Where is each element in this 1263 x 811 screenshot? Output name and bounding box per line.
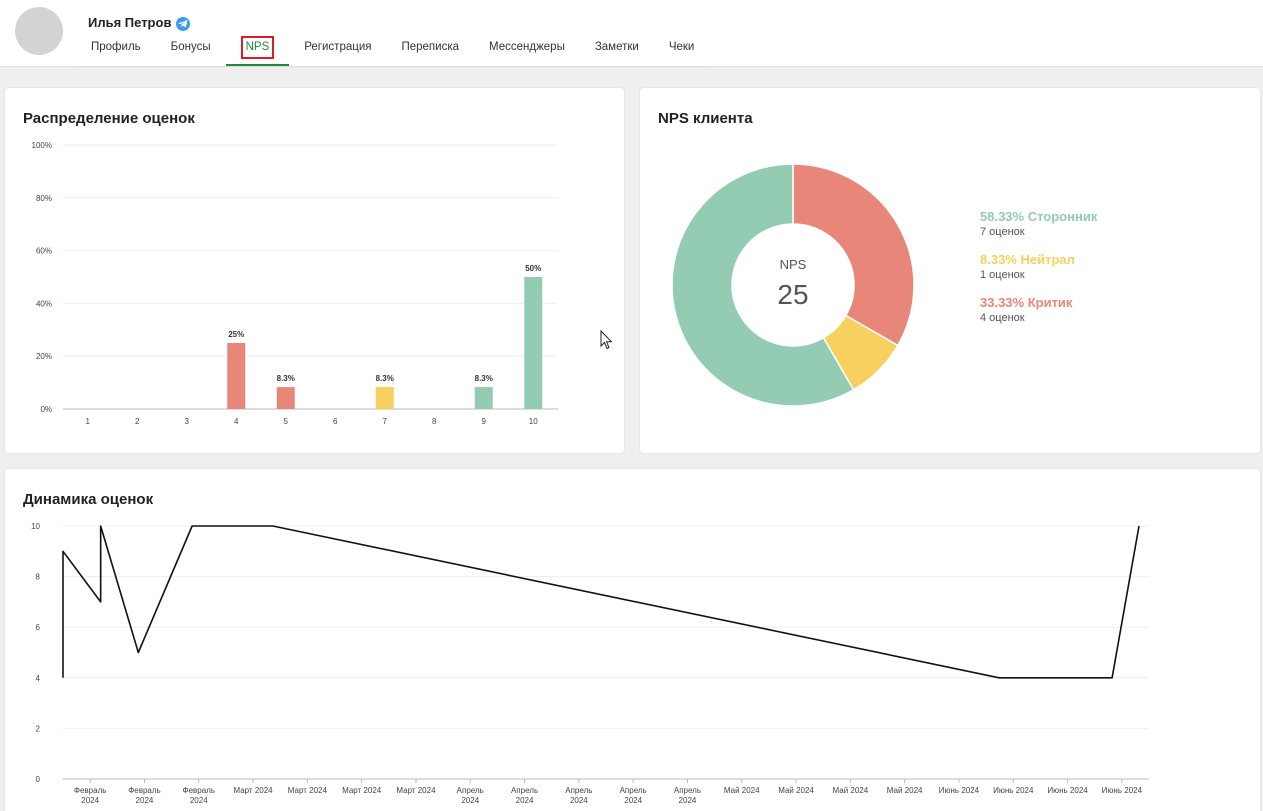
bar-y-tick-label: 40% [36, 299, 52, 308]
line-y-tick-label: 8 [36, 573, 41, 582]
donut-slice-Сторонник [671, 163, 855, 407]
dynamics-card: Динамика оценок 0 2 4 6 8 10 Февраль 2024 Феврал… [4, 468, 1261, 811]
line-x-tick-label: Май 2024 [887, 786, 923, 795]
line-y-tick-label: 6 [36, 623, 41, 632]
line-x-tick-label: Апрель 2024 [457, 786, 484, 805]
user-name: Илья Петров [88, 15, 172, 30]
distribution-title: Распределение оценок [23, 110, 195, 127]
avatar [15, 7, 63, 55]
line-x-tick-label: Май 2024 [832, 786, 868, 795]
bar-x-tick-label: 6 [333, 417, 338, 426]
bar-x-tick-label: 5 [284, 417, 289, 426]
legend-neutral: 8.33% Нейтрал 1 оценок [980, 252, 1097, 281]
tab-profile[interactable]: Профиль [91, 41, 141, 53]
bar-x-tick-label: 9 [482, 417, 487, 426]
bar-x-tick-label: 4 [234, 417, 239, 426]
line-x-tick-label: Июнь 2024 [939, 786, 980, 795]
bar-data-label: 50% [525, 264, 541, 273]
mouse-cursor-icon [600, 330, 613, 350]
bar-data-label: 8.3% [376, 374, 394, 383]
bar-x-tick-label: 3 [185, 417, 190, 426]
distribution-bar-chart: 0% 20% 40% 60% 80% 100% 1 2 3 4 25% 5 8.3% 6 7 8.3% 8 9 8.… [32, 141, 558, 426]
tab-notes[interactable]: Заметки [594, 41, 639, 53]
bar-data-label: 8.3% [475, 374, 493, 383]
line-x-tick-label: Март 2024 [396, 786, 436, 795]
nps-center-label: NPS [780, 257, 807, 272]
bar-score-4 [227, 343, 246, 409]
bar-score-7 [375, 387, 394, 409]
bar-y-tick-label: 100% [32, 141, 52, 150]
bar-x-tick-label: 7 [383, 417, 388, 426]
line-x-tick-label: Июнь 2024 [993, 786, 1034, 795]
line-x-tick-label: Апрель 2024 [620, 786, 647, 805]
line-x-tick-label: Июнь 2024 [1047, 786, 1088, 795]
line-x-tick-label: Февраль 2024 [182, 786, 215, 805]
legend-critic-count: 4 оценок [980, 312, 1025, 324]
dynamics-line-chart: 0 2 4 6 8 10 Февраль 2024 Февраль 2024 Февраль 2024… [31, 522, 1149, 805]
line-x-tick-label: Март 2024 [342, 786, 382, 795]
tab-receipts[interactable]: Чеки [668, 41, 695, 53]
line-y-tick-label: 4 [36, 674, 41, 683]
bar-score-5 [276, 387, 295, 409]
legend-promoter-title: 58.33% Сторонник [980, 209, 1098, 224]
nps-legend: 58.33% Сторонник 7 оценок 8.33% Нейтрал … [980, 209, 1097, 338]
dynamics-title: Динамика оценок [23, 491, 154, 508]
tab-correspondence[interactable]: Переписка [401, 41, 460, 53]
nps-title: NPS клиента [658, 110, 753, 127]
line-x-tick-label: Февраль 2024 [128, 786, 161, 805]
tab-messengers[interactable]: Мессенджеры [489, 41, 565, 53]
tab-registration[interactable]: Регистрация [304, 41, 372, 53]
line-y-tick-label: 0 [36, 775, 41, 784]
line-x-tick-label: Май 2024 [724, 786, 760, 795]
bar-y-tick-label: 20% [36, 352, 52, 361]
bar-x-tick-label: 2 [135, 417, 140, 426]
bar-data-label: 8.3% [277, 374, 295, 383]
bar-x-tick-label: 8 [432, 417, 437, 426]
legend-promoter: 58.33% Сторонник 7 оценок [980, 209, 1097, 238]
score-line-series [62, 525, 1140, 679]
legend-neutral-count: 1 оценок [980, 269, 1025, 281]
distribution-card: Распределение оценок 0% 20% 40% 60% 80% 100% 1… [4, 87, 625, 454]
bar-x-tick-label: 10 [529, 417, 538, 426]
bar-y-tick-label: 0% [40, 405, 52, 414]
bar-score-10 [524, 277, 543, 409]
line-x-tick-label: Апрель 2024 [565, 786, 592, 805]
telegram-icon[interactable] [176, 17, 190, 31]
bar-x-tick-label: 1 [86, 417, 91, 426]
line-x-tick-label: Март 2024 [288, 786, 328, 795]
line-x-tick-label: Февраль 2024 [74, 786, 107, 805]
line-y-tick-label: 10 [31, 522, 40, 531]
line-y-tick-label: 2 [36, 724, 41, 733]
tab-bar: Профиль Бонусы NPS Регистрация Переписка… [76, 34, 710, 67]
line-x-tick-label: Апрель 2024 [674, 786, 701, 805]
nps-center-value: 25 [777, 279, 808, 310]
nps-donut-chart: NPS 25 [671, 163, 915, 407]
legend-critic: 33.33% Критик 4 оценок [980, 295, 1097, 324]
bar-y-tick-label: 80% [36, 194, 52, 203]
legend-promoter-count: 7 оценок [980, 226, 1025, 238]
tab-bonuses[interactable]: Бонусы [170, 41, 211, 53]
nps-card: NPS клиента NPS 25 58.33% Сторонник 7 оц… [639, 87, 1261, 454]
donut-slice-Критик [792, 163, 915, 347]
legend-critic-title: 33.33% Критик [980, 295, 1073, 310]
bar-y-tick-label: 60% [36, 247, 52, 256]
tab-nps[interactable]: NPS [225, 34, 290, 66]
line-x-tick-label: Апрель 2024 [511, 786, 538, 805]
legend-neutral-title: 8.33% Нейтрал [980, 252, 1075, 267]
bar-data-label: 25% [228, 330, 244, 339]
line-x-tick-label: Май 2024 [778, 786, 814, 795]
profile-header: Илья Петров Профиль Бонусы NPS Регистрац… [0, 0, 1263, 67]
line-x-tick-label: Март 2024 [233, 786, 273, 795]
donut-slice-Нейтрал [822, 314, 899, 391]
line-x-tick-label: Июнь 2024 [1102, 786, 1143, 795]
bar-score-9 [474, 387, 493, 409]
